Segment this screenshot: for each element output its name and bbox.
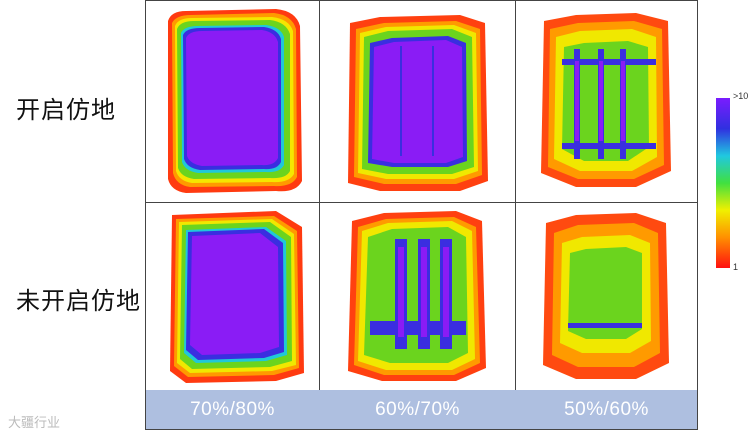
column-label-60-70: 60%/70% bbox=[375, 399, 460, 420]
row-label-terrain-off: 未开启仿地 bbox=[16, 287, 141, 315]
grid-divider bbox=[515, 0, 516, 430]
row-label-terrain-on: 开启仿地 bbox=[16, 96, 116, 124]
overlap-map-terrain-off-70-80 bbox=[146, 203, 319, 390]
watermark-logo: 大疆行业 bbox=[8, 416, 61, 431]
overlap-map-terrain-on-60-70 bbox=[320, 1, 515, 202]
column-label-bar bbox=[146, 390, 697, 429]
grid-divider bbox=[319, 0, 320, 430]
overlap-map-terrain-on-50-60 bbox=[516, 1, 697, 202]
overlap-map-terrain-off-60-70 bbox=[320, 203, 515, 390]
color-scale-min-label: 1 bbox=[733, 262, 739, 272]
overlap-map-terrain-off-50-60 bbox=[516, 203, 697, 390]
comparison-grid bbox=[145, 0, 698, 430]
column-label-50-60: 50%/60% bbox=[564, 399, 649, 420]
overlap-map-terrain-on-70-80 bbox=[146, 1, 319, 202]
color-scale-max-label: >10 bbox=[733, 91, 749, 101]
color-scale-bar bbox=[716, 98, 730, 268]
grid-divider bbox=[145, 202, 698, 203]
column-label-70-80: 70%/80% bbox=[190, 399, 275, 420]
